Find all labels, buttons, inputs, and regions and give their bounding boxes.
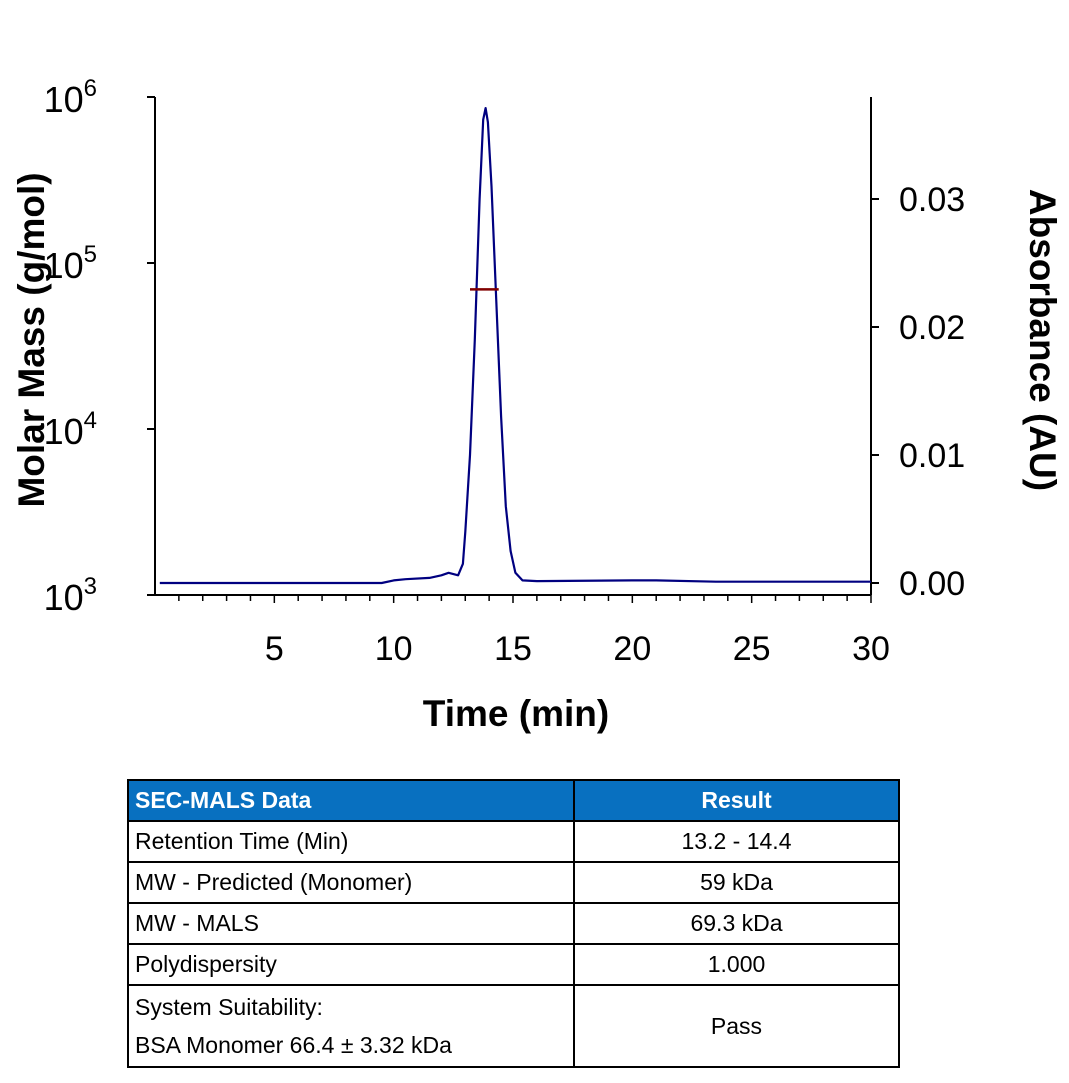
y-left-axis-title: Molar Mass (g/mol): [11, 172, 52, 507]
series-group: [159, 106, 871, 585]
row-label: System Suitability: BSA Monomer 66.4 ± 3.…: [127, 984, 575, 1068]
exponent: 4: [84, 407, 97, 434]
y-left-tick-label: 103: [44, 573, 97, 618]
row-label: MW - MALS: [127, 902, 575, 945]
exponent: 3: [84, 573, 97, 600]
y-right-tick-label: 0.03: [899, 181, 965, 219]
table-header-row: SEC-MALS Data Result: [127, 779, 900, 822]
y-left-tick-label: 106: [44, 75, 97, 120]
table-row: Retention Time (Min) 13.2 - 14.4: [127, 820, 900, 863]
header-sec-mals-data: SEC-MALS Data: [127, 779, 575, 822]
header-result: Result: [573, 779, 900, 822]
y-right-tick-label: 0.01: [899, 437, 965, 475]
absorbance-trace: [159, 106, 871, 585]
x-tick-label: 30: [852, 630, 890, 668]
sec-mals-chart: 5 10 15 20 25 301031041051060.000.010.020.03 …: [11, 75, 1063, 734]
x-tick-label: 15: [494, 630, 532, 668]
y-right-axis-title: Absorbance (AU): [1022, 189, 1063, 491]
table-row: Polydispersity 1.000: [127, 943, 900, 986]
y-right-tick-label: 0.00: [899, 565, 965, 603]
row-label-line2: BSA Monomer 66.4 ± 3.32 kDa: [135, 1032, 452, 1058]
table-row: MW - MALS 69.3 kDa: [127, 902, 900, 945]
results-table: SEC-MALS Data Result Retention Time (Min…: [127, 779, 900, 1068]
exponent: 5: [84, 241, 97, 268]
x-tick-label: 5: [265, 630, 284, 668]
x-tick-label: 20: [613, 630, 651, 668]
row-value: Pass: [573, 984, 900, 1068]
x-axis-title: Time (min): [423, 693, 609, 734]
y-right-tick-label: 0.02: [899, 309, 965, 347]
row-label-line1: System Suitability:: [135, 994, 323, 1020]
row-value: 59 kDa: [573, 861, 900, 904]
row-value: 13.2 - 14.4: [573, 820, 900, 863]
row-label: Polydispersity: [127, 943, 575, 986]
table-row: MW - Predicted (Monomer) 59 kDa: [127, 861, 900, 904]
x-tick-label: 10: [375, 630, 413, 668]
exponent: 6: [84, 75, 97, 102]
row-label: Retention Time (Min): [127, 820, 575, 863]
table-row: System Suitability: BSA Monomer 66.4 ± 3.…: [127, 984, 900, 1068]
x-tick-label: 25: [733, 630, 771, 668]
row-label: MW - Predicted (Monomer): [127, 861, 575, 904]
row-value: 69.3 kDa: [573, 902, 900, 945]
row-value: 1.000: [573, 943, 900, 986]
